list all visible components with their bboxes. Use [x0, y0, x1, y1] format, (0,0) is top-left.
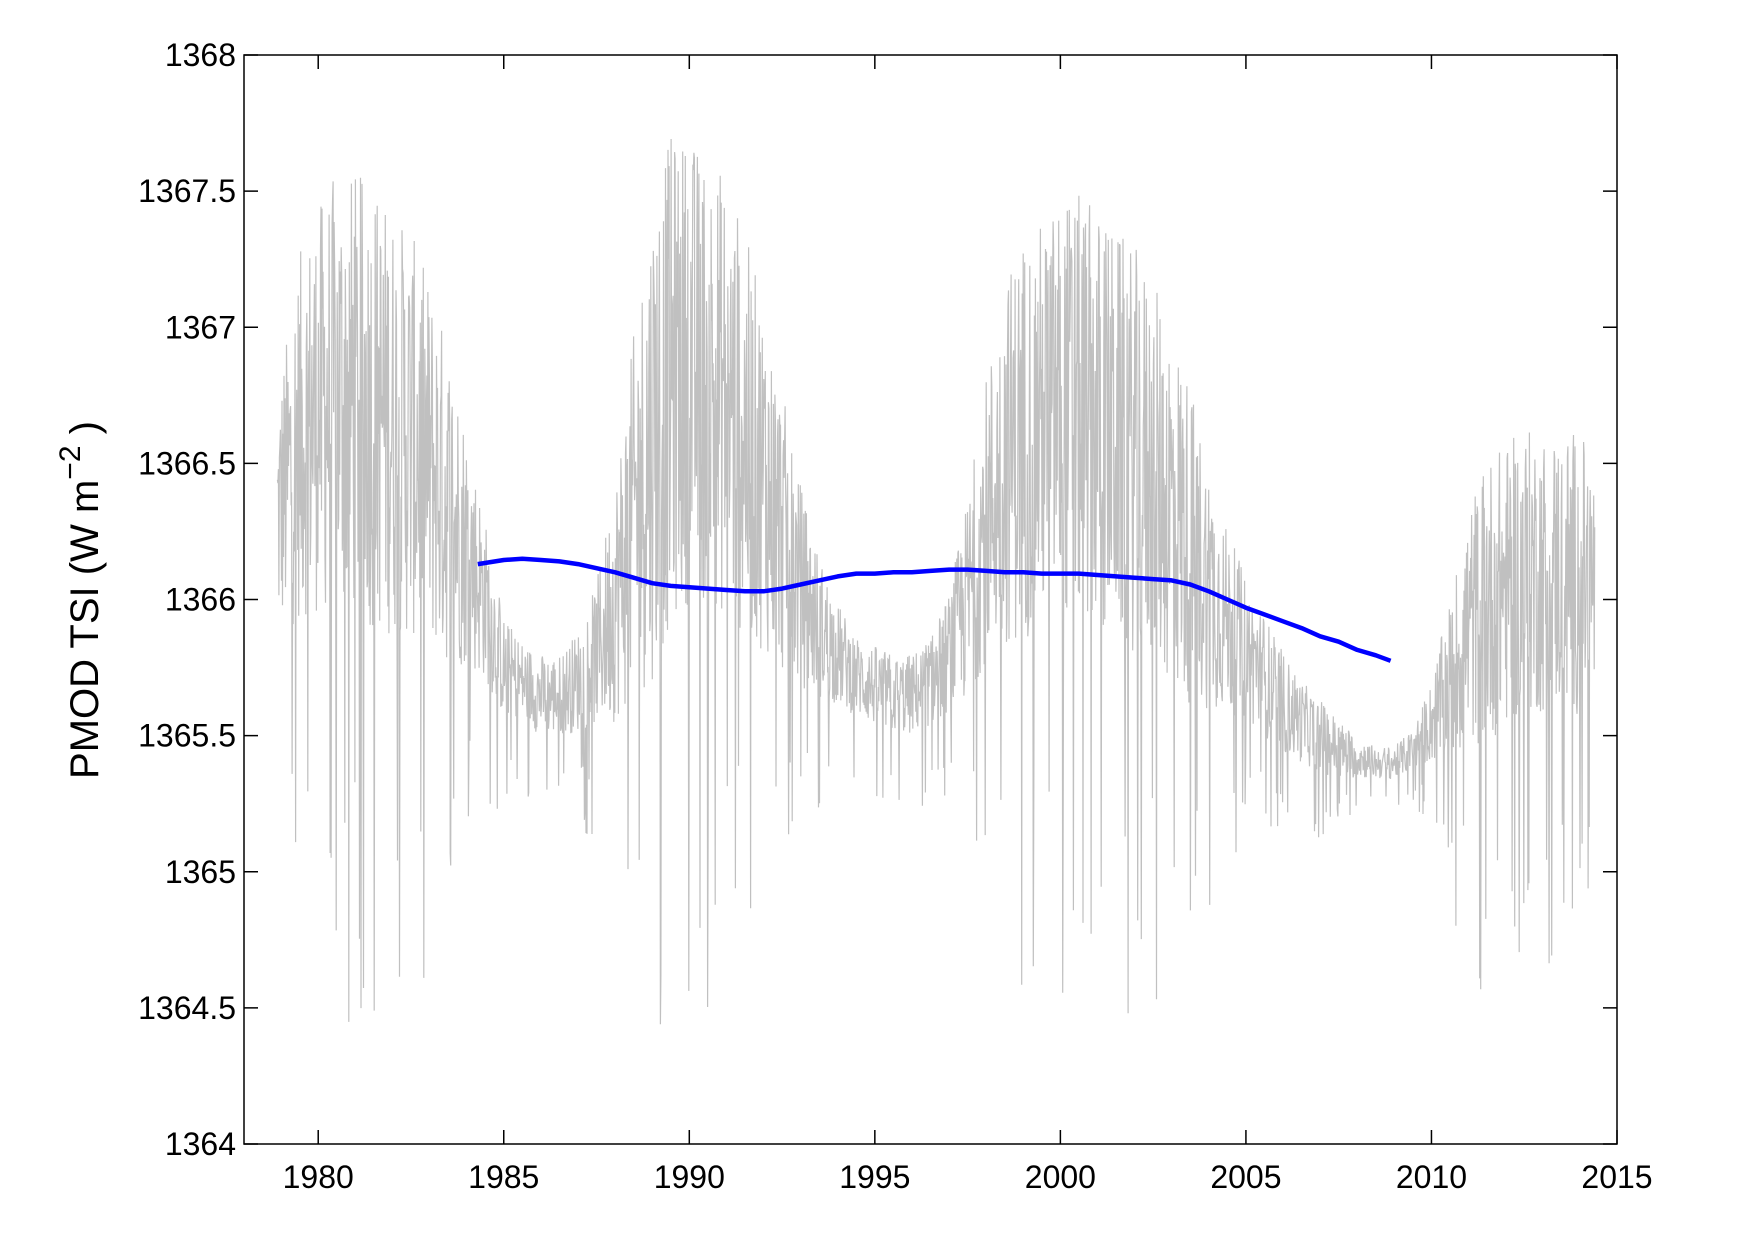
- x-tick-label: 2015: [1581, 1159, 1652, 1195]
- y-tick-label: 1366: [165, 582, 236, 618]
- x-tick-label: 2000: [1025, 1159, 1096, 1195]
- x-tick-label: 2005: [1210, 1159, 1281, 1195]
- y-tick-label: 1364: [165, 1126, 236, 1162]
- x-tick-label: 1980: [283, 1159, 354, 1195]
- x-axis: 1980 1985 1990 1995 2000 2005 2010 2015: [283, 55, 1653, 1195]
- x-tick-label: 1990: [654, 1159, 725, 1195]
- daily-tsi-line: [276, 138, 1596, 1025]
- y-tick-label: 1367: [165, 309, 236, 345]
- y-axis-title-prefix: PMOD TSI (W m: [63, 480, 107, 779]
- y-tick-label: 1364.5: [138, 990, 236, 1026]
- y-tick-label: 1367.5: [138, 173, 236, 209]
- daily-tsi-series: [276, 138, 1596, 1025]
- running-mean-line: [477, 556, 1392, 663]
- y-tick-label: 1366.5: [138, 445, 236, 481]
- running-mean-series: [477, 556, 1392, 663]
- y-tick-label: 1368: [165, 37, 236, 73]
- y-axis-title-superscript: −2: [54, 445, 87, 479]
- y-axis-title-suffix: ): [63, 421, 107, 445]
- x-tick-label: 1995: [839, 1159, 910, 1195]
- y-tick-label: 1365.5: [138, 718, 236, 754]
- x-tick-label: 1985: [468, 1159, 539, 1195]
- x-tick-label: 2010: [1396, 1159, 1467, 1195]
- y-axis-title: PMOD TSI (W m−2 ): [54, 421, 107, 779]
- y-axis: 1364 1364.5 1365 1365.5 1366 1366.5 1367 1367.5…: [138, 37, 1617, 1162]
- y-tick-label: 1365: [165, 854, 236, 890]
